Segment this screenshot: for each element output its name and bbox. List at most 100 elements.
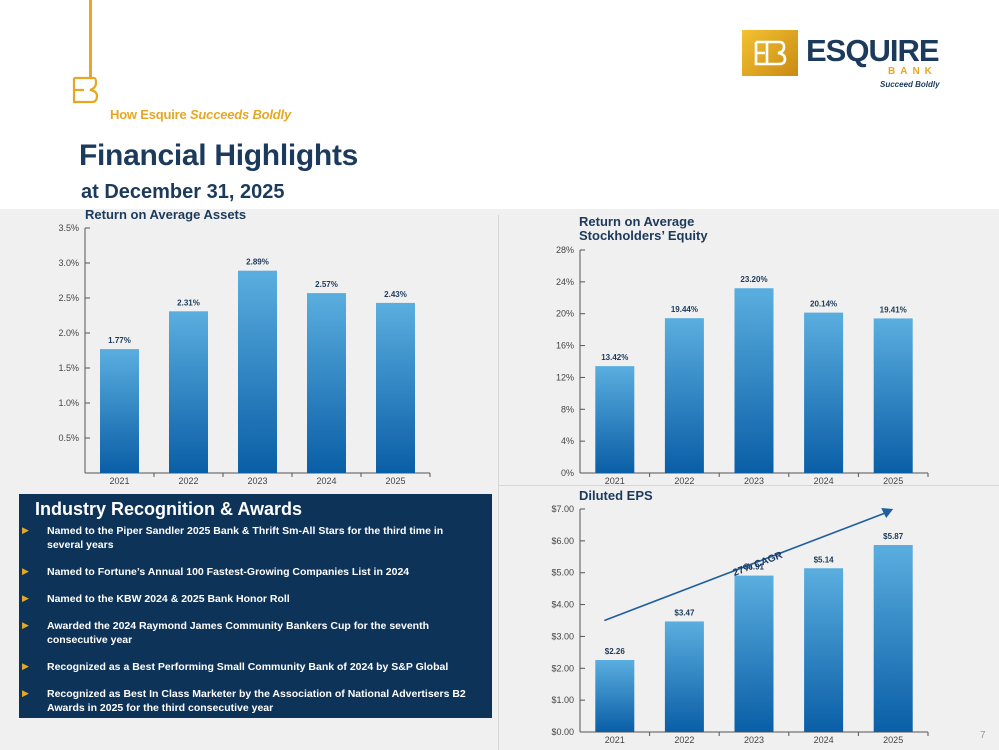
logo-monogram-icon <box>742 30 798 76</box>
roae-bar <box>595 366 635 473</box>
roae-y-tick-label: 20% <box>556 309 574 319</box>
roae-data-label: 19.44% <box>671 305 698 314</box>
eps-data-label: $5.87 <box>883 532 904 541</box>
roaa-data-label: 2.89% <box>246 258 269 267</box>
eps-bar <box>595 660 635 732</box>
roaa-bar <box>307 293 346 473</box>
roaa-x-tick-label: 2022 <box>178 476 198 486</box>
eps-bar <box>734 575 774 732</box>
bullet-icon: ▶ <box>22 688 29 698</box>
roae-y-tick-label: 0% <box>561 468 574 478</box>
roae-data-label: 13.42% <box>601 353 628 362</box>
eps-chart-title: Diluted EPS <box>579 488 653 503</box>
roae-title-line-2: Stockholders’ Equity <box>579 228 708 243</box>
roae-x-tick-label: 2025 <box>883 476 903 486</box>
roae-data-label: 23.20% <box>740 275 767 284</box>
eps-y-tick-label: $5.00 <box>551 568 574 578</box>
eps-data-label: $2.26 <box>605 647 626 656</box>
roae-bar <box>804 312 844 473</box>
roaa-bar <box>100 349 139 473</box>
roaa-x-tick-label: 2021 <box>109 476 129 486</box>
bullet-icon: ▶ <box>22 525 29 535</box>
eps-y-tick-label: $1.00 <box>551 695 574 705</box>
roaa-data-label: 2.43% <box>384 290 407 299</box>
eps-x-tick-label: 2022 <box>674 735 694 745</box>
eps-y-tick-label: $7.00 <box>551 504 574 514</box>
roae-x-tick-label: 2024 <box>814 476 834 486</box>
eps-x-tick-label: 2025 <box>883 735 903 745</box>
roaa-data-label: 2.57% <box>315 280 338 289</box>
roae-y-tick-label: 16% <box>556 341 574 351</box>
roaa-bar <box>169 311 208 473</box>
roae-bar <box>873 318 913 473</box>
roaa-chart-title: Return on Average Assets <box>85 207 247 222</box>
awards-title: Industry Recognition & Awards <box>35 499 303 519</box>
eps-data-label: $4.91 <box>744 563 765 572</box>
roae-y-tick-label: 8% <box>561 404 574 414</box>
bullet-icon: ▶ <box>22 566 29 576</box>
roae-x-tick-label: 2023 <box>744 476 764 486</box>
roaa-y-tick-label: 3.0% <box>58 258 79 268</box>
roaa-x-tick-label: 2024 <box>316 476 336 486</box>
roaa-y-tick-label: 1.0% <box>58 398 79 408</box>
roae-chart-title: Return on Average Stockholders’ Equity <box>579 215 708 243</box>
esquire-bank-logo: ESQUIRE BANK Succeed Boldly <box>742 30 942 92</box>
eps-x-tick-label: 2023 <box>744 735 764 745</box>
eps-y-tick-label: $2.00 <box>551 663 574 673</box>
eps-data-label: $3.47 <box>674 608 695 617</box>
eps-trend-arrow <box>604 512 886 622</box>
logo-wordmark: ESQUIRE <box>806 33 940 68</box>
eps-cagr-annotation: 27% CAGR <box>732 550 785 579</box>
eps-y-tick-label: $4.00 <box>551 600 574 610</box>
roae-x-tick-label: 2022 <box>674 476 694 486</box>
vertical-divider <box>498 215 499 750</box>
eps-y-tick-label: $3.00 <box>551 631 574 641</box>
logo-bank-label: BANK <box>888 66 937 77</box>
roae-data-label: 19.41% <box>880 305 907 314</box>
eps-bar <box>873 544 913 732</box>
bullet-icon: ▶ <box>22 593 29 603</box>
bullet-icon: ▶ <box>22 661 29 671</box>
roae-title-line-1: Return on Average <box>579 214 695 229</box>
roaa-data-label: 1.77% <box>108 336 131 345</box>
roae-y-tick-label: 24% <box>556 277 574 287</box>
page-title: Financial Highlights <box>79 139 359 172</box>
roaa-y-tick-label: 2.5% <box>58 293 79 303</box>
eps-y-tick-label: $6.00 <box>551 536 574 546</box>
eb-monogram-icon <box>72 76 98 104</box>
page-subtitle: at December 31, 2025 <box>81 181 285 203</box>
roae-x-tick-label: 2021 <box>605 476 625 486</box>
eps-bar <box>664 621 704 732</box>
eps-data-label: $5.14 <box>814 555 835 564</box>
roaa-x-tick-label: 2025 <box>385 476 405 486</box>
roaa-data-label: 2.31% <box>177 298 200 307</box>
eps-x-tick-label: 2024 <box>814 735 834 745</box>
roaa-x-tick-label: 2023 <box>247 476 267 486</box>
roae-y-tick-label: 4% <box>561 436 574 446</box>
roae-bar <box>664 318 704 473</box>
roaa-y-tick-label: 3.5% <box>58 223 79 233</box>
roaa-bar <box>376 302 415 473</box>
horizontal-divider <box>499 485 999 486</box>
page-number: 7 <box>980 730 986 741</box>
awards-panel: Industry Recognition & Awards ▶ Named to … <box>19 494 492 718</box>
bullet-icon: ▶ <box>22 620 29 630</box>
section-eyebrow: How Esquire Succeeds Boldly <box>110 107 291 122</box>
roae-bar <box>734 288 774 473</box>
roae-y-tick-label: 12% <box>556 372 574 382</box>
logo-tagline: Succeed Boldly <box>880 80 940 89</box>
eps-arrowhead-icon <box>881 508 894 518</box>
eps-x-tick-label: 2021 <box>605 735 625 745</box>
roaa-bar <box>238 270 277 473</box>
roae-data-label: 20.14% <box>810 300 837 309</box>
roaa-y-tick-label: 2.0% <box>58 328 79 338</box>
roaa-y-tick-label: 0.5% <box>58 433 79 443</box>
roae-y-tick-label: 28% <box>556 245 574 255</box>
roaa-y-tick-label: 1.5% <box>58 363 79 373</box>
eps-y-tick-label: $0.00 <box>551 727 574 737</box>
eps-bar <box>804 568 844 732</box>
gold-accent-line <box>89 0 92 78</box>
